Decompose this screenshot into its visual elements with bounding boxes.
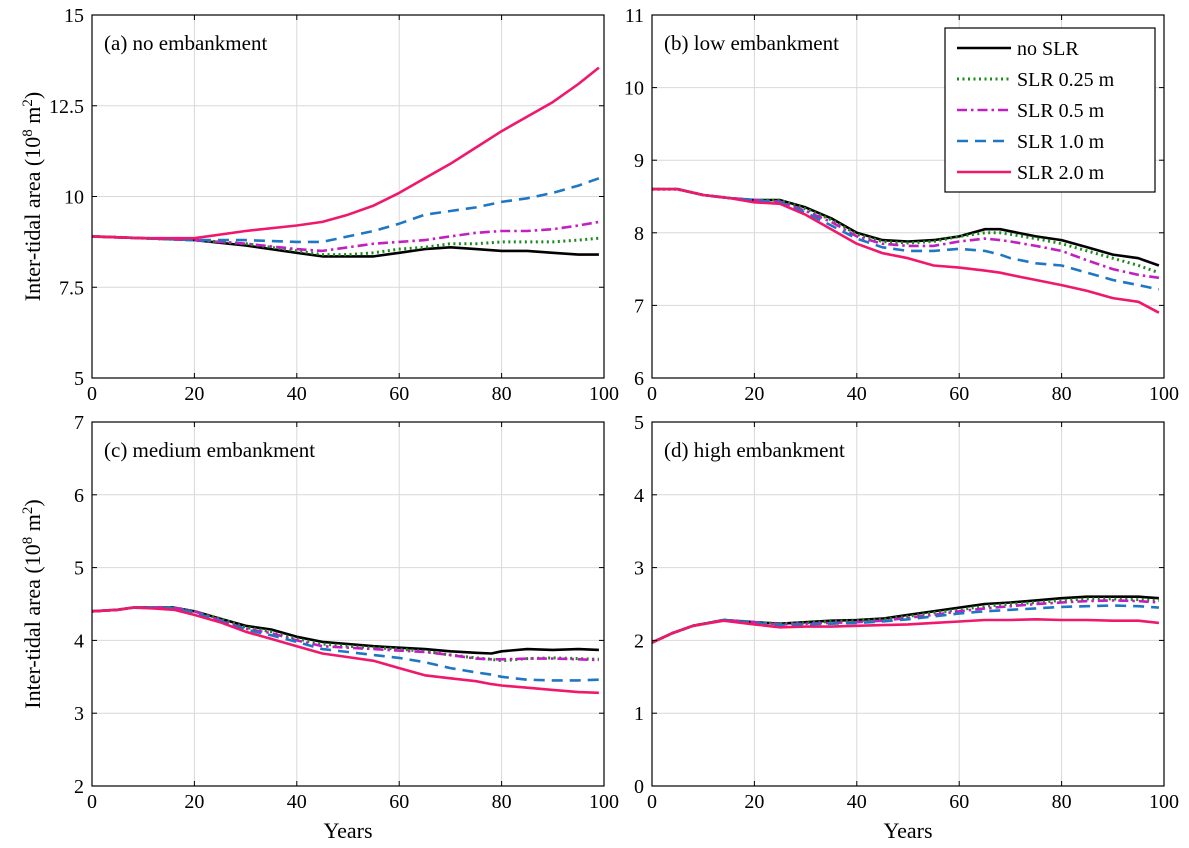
y-tick-label: 10 — [64, 187, 84, 209]
series-line-slr-2-0-m — [91, 66, 600, 240]
y-axis-label: Inter-tidal area (108 m2) — [20, 92, 45, 301]
y-tick-label: 7 — [634, 295, 644, 317]
panel-0: 0 20 40 60 80 100 5 7.5 10 12.5 15 (a) no embankmen… — [20, 5, 619, 405]
y-tick-label: 6 — [74, 485, 84, 507]
x-tick-label: 100 — [1149, 791, 1179, 813]
x-tick-label: 80 — [492, 791, 512, 813]
legend-entry-label: SLR 1.0 m — [1017, 131, 1105, 153]
axis-frame — [651, 421, 1165, 787]
y-tick-label: 5 — [74, 368, 84, 390]
plot-area — [652, 422, 1164, 786]
y-tick-label: 5 — [74, 558, 84, 580]
x-axis-label: Years — [883, 818, 932, 843]
x-tick-label: 20 — [744, 791, 764, 813]
panel-3: 0 20 40 60 80 100 0 1 2 3 4 5 (d) high embankment Yea… — [634, 412, 1179, 843]
x-tick-label: 80 — [1052, 383, 1072, 405]
x-tick-label: 20 — [744, 383, 764, 405]
y-tick-label: 2 — [74, 776, 84, 798]
x-tick-label: 40 — [847, 383, 867, 405]
x-tick-label: 60 — [949, 383, 969, 405]
y-tick-label: 7 — [74, 412, 84, 434]
series-line-slr-2-0-m — [91, 606, 599, 695]
x-tick-label: 0 — [87, 383, 97, 405]
y-tick-label: 9 — [634, 150, 644, 172]
axis-frame — [651, 14, 1165, 379]
legend-entry-label: no SLR — [1017, 38, 1079, 60]
x-tick-label: 100 — [589, 383, 619, 405]
legend-entry-label: SLR 0.5 m — [1017, 100, 1105, 122]
x-tick-label: 60 — [949, 791, 969, 813]
y-tick-label: 5 — [634, 412, 644, 434]
x-tick-label: 80 — [1052, 791, 1072, 813]
x-tick-label: 40 — [847, 791, 867, 813]
x-tick-label: 20 — [184, 791, 204, 813]
x-tick-label: 40 — [287, 383, 307, 405]
series-line-slr-0-5-m — [91, 606, 599, 662]
y-tick-label: 6 — [634, 368, 644, 390]
series-line-slr-2-0-m — [652, 187, 1160, 314]
series-line-slr-1-0-m — [91, 177, 600, 244]
y-tick-label: 3 — [74, 703, 84, 725]
x-tick-label: 0 — [87, 791, 97, 813]
y-tick-label: 3 — [634, 558, 644, 580]
x-tick-label: 60 — [389, 383, 409, 405]
plot-area — [92, 422, 604, 786]
y-tick-label: 11 — [625, 5, 644, 27]
panel-2: 0 20 40 60 80 100 2 3 4 5 6 7 (c) medium embankment Y… — [20, 412, 619, 843]
y-tick-label: 4 — [634, 485, 644, 507]
y-tick-label: 4 — [74, 630, 84, 652]
series-line-slr-0-25-m — [651, 597, 1159, 644]
series-line-slr-0-5-m — [91, 220, 600, 253]
x-axis-label: Years — [323, 818, 372, 843]
x-tick-label: 0 — [647, 791, 657, 813]
panel-label: (b) low embankment — [664, 31, 839, 55]
y-tick-label: 2 — [634, 630, 644, 652]
series-line-slr-1-0-m — [651, 604, 1159, 644]
series-line-no-slr — [91, 235, 599, 258]
x-tick-label: 100 — [1149, 383, 1179, 405]
y-tick-label: 1 — [634, 703, 644, 725]
y-tick-label: 15 — [64, 5, 84, 27]
legend-entry-label: SLR 2.0 m — [1017, 162, 1105, 184]
y-axis-label: Inter-tidal area (108 m2) — [20, 499, 45, 708]
legend-entry-label: SLR 0.25 m — [1017, 69, 1115, 91]
series-line-slr-2-0-m — [651, 617, 1160, 644]
y-tick-label: 8 — [634, 223, 644, 245]
panel-label: (d) high embankment — [664, 438, 845, 462]
x-tick-label: 100 — [589, 791, 619, 813]
series-line-slr-0-25-m — [91, 234, 600, 257]
x-tick-label: 60 — [389, 791, 409, 813]
y-tick-label: 7.5 — [59, 277, 84, 299]
panel-label: (a) no embankment — [104, 31, 267, 55]
x-tick-label: 0 — [647, 383, 657, 405]
axis-frame — [91, 421, 605, 787]
x-tick-label: 40 — [287, 791, 307, 813]
legend: no SLR SLR 0.25 m SLR 0.5 m SLR 1.0 m SLR 2.… — [944, 27, 1156, 193]
y-tick-label: 10 — [624, 78, 644, 100]
y-tick-label: 0 — [634, 776, 644, 798]
x-tick-label: 20 — [184, 383, 204, 405]
x-tick-label: 80 — [492, 383, 512, 405]
panel-label: (c) medium embankment — [104, 438, 315, 462]
y-tick-label: 12.5 — [49, 96, 84, 118]
